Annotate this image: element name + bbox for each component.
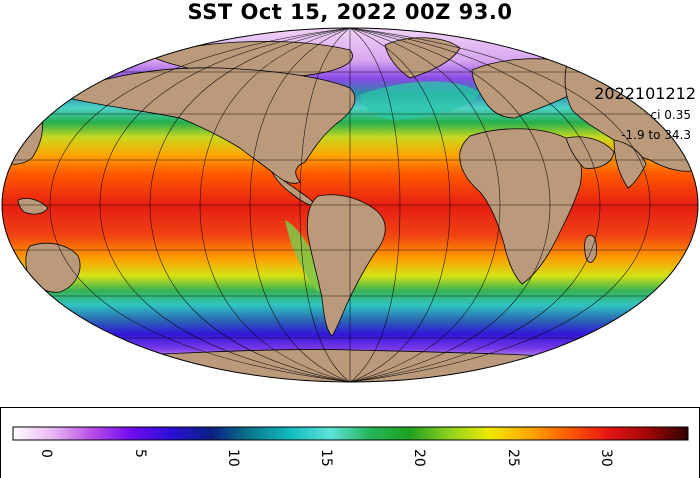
colorbar-tick-label: 15 (318, 449, 335, 467)
peru-cold-tongue (285, 220, 326, 292)
colorbar-panel: 0 5 10 15 20 25 30 (0, 407, 700, 478)
colorbar (12, 426, 689, 441)
europe (471, 58, 584, 119)
date-code-label: 2022101212 (594, 84, 696, 103)
colorbar-tick-label: 30 (597, 449, 614, 467)
figure-title: SST Oct 15, 2022 00Z 93.0 (187, 0, 513, 24)
north-america (58, 67, 356, 184)
australia (25, 242, 81, 293)
colorbar-tick-label: 10 (224, 449, 241, 467)
madagascar (584, 234, 597, 263)
contour-interval-label: ci 0.35 (650, 108, 691, 122)
colorbar-tick-label: 25 (504, 449, 521, 467)
arabia (565, 136, 615, 169)
colorbar-tick-label: 5 (131, 449, 148, 458)
colorbar-tick-label: 0 (38, 449, 55, 458)
maritime-continent (17, 198, 49, 215)
colorbar-tick-label: 20 (411, 449, 428, 467)
global-sst-map (1, 27, 699, 383)
india (613, 139, 647, 189)
colorbar-fill (12, 426, 689, 441)
graticule (2, 28, 698, 382)
south-america (306, 194, 386, 337)
value-range-label: -1.9 to 34.3 (621, 128, 691, 142)
globe-outline (1, 27, 699, 383)
north-atlantic-cool (360, 81, 480, 120)
